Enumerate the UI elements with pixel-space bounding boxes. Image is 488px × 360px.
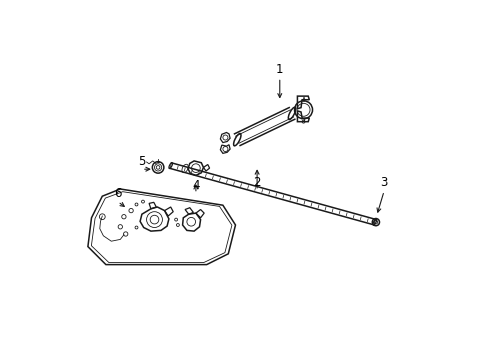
Text: 6: 6 bbox=[114, 187, 122, 200]
Text: 3: 3 bbox=[380, 176, 387, 189]
Text: 2: 2 bbox=[253, 176, 260, 189]
Text: 1: 1 bbox=[275, 63, 283, 76]
Text: 5: 5 bbox=[138, 155, 145, 168]
Text: 4: 4 bbox=[192, 179, 199, 192]
